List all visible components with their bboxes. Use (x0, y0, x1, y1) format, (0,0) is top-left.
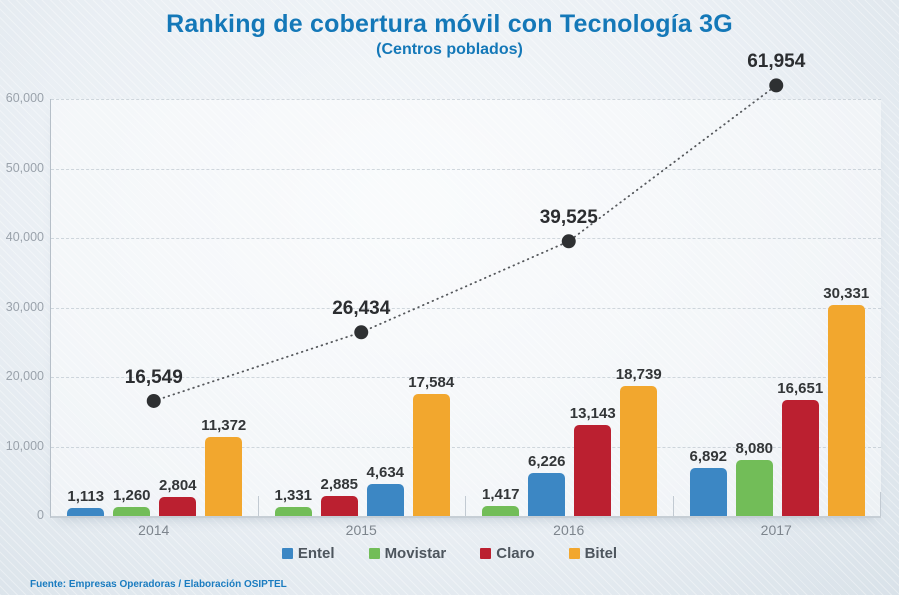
bar-bitel-2015: 17,584 (408, 374, 454, 516)
legend-swatch-icon (368, 548, 380, 559)
bar-value-label: 6,892 (689, 448, 728, 466)
bar-bitel-2014: 11,372 (201, 417, 246, 516)
y-tick-label: 40,000 (5, 230, 44, 244)
bar-value-label: 17,584 (408, 373, 455, 391)
x-axis-tick (880, 492, 881, 516)
y-tick-label: 0 (37, 508, 44, 522)
total-label-2016: 39,525 (539, 207, 598, 229)
chart-title: Ranking de cobertura móvil con Tecnologí… (166, 10, 733, 38)
gridline (51, 168, 881, 170)
legend-label: Movistar (384, 545, 447, 562)
bar-value-label: 1,331 (274, 486, 313, 504)
bar-claro-2017: 16,651 (777, 380, 823, 516)
year-label-2014: 2014 (138, 522, 170, 538)
legend-item-movistar: Movistar (368, 545, 447, 562)
bar-value-label: 8,080 (735, 439, 774, 457)
bar-entel-2016: 6,226 (528, 453, 566, 516)
chart-subtitle: (Centros poblados) (376, 41, 523, 58)
bar-movistar-2016: 1,417 (482, 486, 520, 516)
legend-label: Claro (496, 545, 535, 562)
total-trend-line (146, 78, 784, 408)
legend-item-bitel: Bitel (568, 545, 618, 562)
bar-movistar-2017: 8,080 (735, 440, 773, 516)
y-tick-label: 60,000 (5, 91, 44, 105)
trend-dot-2015 (354, 325, 369, 340)
x-axis-tick (465, 496, 466, 516)
x-axis-tick (257, 496, 259, 516)
bar-value-label: 4,634 (366, 463, 405, 481)
title-block: Ranking de cobertura móvil con Tecnologí… (0, 10, 899, 59)
legend-item-claro: Claro (480, 545, 535, 562)
legend-label: Bitel (584, 545, 618, 562)
year-label-2015: 2015 (345, 522, 377, 538)
gridline (51, 238, 881, 239)
gridline (51, 307, 881, 309)
bar-value-label: 2,885 (320, 475, 359, 493)
legend: Entel Movistar Claro Bitel (0, 545, 899, 562)
bar-value-label: 1,260 (112, 487, 151, 505)
y-tick-label: 10,000 (5, 438, 44, 453)
trend-dot-2017 (769, 78, 784, 93)
bar-bitel-2017: 30,331 (823, 285, 869, 516)
plot-area: 1,113 1,260 2,804 11,372 1,331 2,885 4,634 17,5… (50, 99, 881, 518)
gridline (51, 99, 881, 100)
bar-claro-2016: 13,143 (570, 405, 616, 516)
bar-movistar-2014: 1,260 (113, 487, 151, 516)
bar-value-label: 13,143 (569, 404, 616, 422)
bar-entel-2017: 6,892 (689, 448, 727, 516)
bar-value-label: 1,417 (481, 486, 520, 504)
y-tick-label: 20,000 (5, 369, 44, 383)
legend-item-entel: Entel (281, 545, 335, 562)
year-label-2017: 2017 (760, 522, 792, 538)
trend-dot-2016 (561, 234, 576, 249)
y-tick-label: 50,000 (5, 160, 44, 175)
bar-value-label: 30,331 (823, 285, 870, 303)
bar-value-label: 18,739 (615, 365, 662, 383)
bar-claro-2014: 2,804 (159, 477, 197, 516)
legend-swatch-icon (480, 548, 492, 559)
bar-movistar-2015: 1,331 (274, 487, 312, 516)
legend-swatch-icon (281, 548, 293, 559)
trend-dotted-line (152, 84, 778, 402)
bar-value-label: 11,372 (201, 416, 247, 434)
legend-label: Entel (297, 545, 335, 562)
bar-value-label: 2,804 (158, 476, 197, 494)
total-label-2015: 26,434 (332, 298, 391, 320)
trend-dot-2014 (146, 393, 161, 408)
bar-entel-2014: 1,113 (67, 488, 105, 516)
total-label-2014: 16,549 (124, 366, 183, 388)
bar-claro-2015: 2,885 (320, 476, 358, 516)
total-label-2017: 61,954 (747, 51, 806, 73)
year-label-2016: 2016 (553, 522, 585, 538)
legend-swatch-icon (568, 548, 580, 559)
gridline (51, 377, 881, 378)
bar-bitel-2016: 18,739 (616, 366, 662, 516)
source-note: Fuente: Empresas Operadoras / Elaboració… (30, 579, 287, 590)
x-axis-tick (672, 496, 674, 516)
bar-value-label: 1,113 (67, 488, 105, 506)
bar-entel-2015: 4,634 (366, 464, 404, 516)
bar-value-label: 6,226 (527, 452, 566, 470)
gridline (51, 446, 881, 448)
bar-value-label: 16,651 (777, 380, 824, 398)
y-tick-label: 30,000 (5, 299, 44, 314)
